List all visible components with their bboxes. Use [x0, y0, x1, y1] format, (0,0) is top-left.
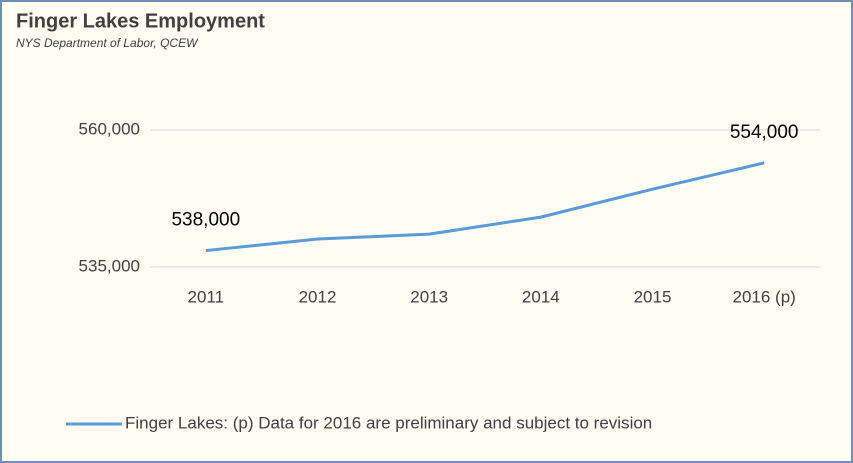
data-line [205, 161, 765, 253]
data-label: 554,000 [730, 122, 799, 143]
chart-title: Finger Lakes Employment [16, 10, 265, 32]
y-tick-label: 535,000 [79, 256, 140, 275]
x-tick-label: 2011 [188, 287, 225, 306]
legend-label: Finger Lakes: (p) Data for 2016 are prel… [125, 413, 652, 432]
y-tick-label: 560,000 [79, 119, 140, 138]
x-tick-label: 2015 [634, 287, 672, 306]
chart-subtitle: NYS Department of Labor, QCEW [16, 36, 199, 50]
x-tick-label: 2012 [299, 287, 337, 306]
x-tick-label: 2014 [522, 287, 560, 306]
x-tick-label: 2013 [410, 287, 448, 306]
x-tick-label: 2016 (p) [733, 287, 796, 306]
data-label: 538,000 [171, 210, 240, 231]
